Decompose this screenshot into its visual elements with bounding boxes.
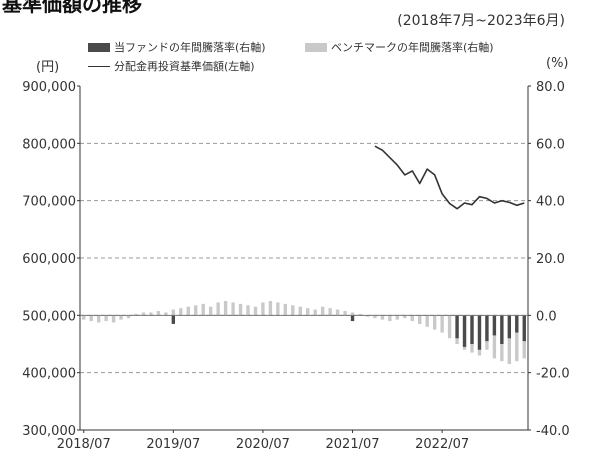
fund-bar [350,315,355,322]
right-tick-label: 60.0 [536,137,565,152]
legend-benchmark-label: ベンチマークの年間騰落率(右軸) [331,41,494,54]
right-tick-label: 0.0 [536,309,557,324]
benchmark-bar [134,313,138,316]
benchmark-bar [201,303,205,316]
benchmark-bar [343,311,347,316]
benchmark-bar [507,315,512,365]
legend-fund: 当ファンドの年間騰落率(右軸) [88,39,266,55]
left-tick-label: 300,000 [22,424,76,439]
legend-benchmark: ベンチマークの年間騰落率(右軸) [305,39,494,55]
fund-bar [492,315,497,336]
benchmark-bar [388,315,392,322]
benchmark-bar [283,303,288,316]
left-axis-unit: (円) [36,60,60,75]
benchmark-bar [320,306,325,316]
x-tick-label: 2022/07 [415,437,469,452]
right-tick-label: 40.0 [536,195,565,210]
benchmark-bar [268,301,273,316]
benchmark-bar [380,315,385,320]
right-tick-label: -40.0 [536,424,570,439]
fund-bar [500,315,504,344]
left-tick-label: 400,000 [22,367,76,382]
benchmark-bar [96,315,101,323]
benchmark-bar [238,303,243,316]
benchmark-bar [365,315,370,317]
benchmark-bar [223,301,228,316]
fund-bar [462,315,467,347]
fund-bar [171,315,176,324]
benchmark-bar [208,306,213,316]
benchmark-bar [425,315,429,327]
left-tick-label: 800,000 [22,137,76,152]
benchmark-bar [156,311,161,316]
benchmark-bar [515,315,519,362]
legend-benchmark-swatch [305,42,327,52]
benchmark-bar [403,315,407,319]
benchmark-bar [298,306,302,316]
right-axis-unit: (%) [546,56,569,71]
fund-bar [522,315,526,342]
benchmark-bar [141,312,146,316]
right-tick-label: 20.0 [536,252,565,267]
fund-bar [507,315,512,339]
fund-bar [515,315,519,333]
x-tick-label: 2021/07 [326,437,380,452]
fund-bar [455,315,459,339]
legend-nav-line [88,65,110,67]
benchmark-bar [194,305,198,316]
benchmark-bar [358,313,362,316]
nav-line [374,145,525,210]
left-tick-label: 700,000 [22,195,76,210]
chart-heading: 基準価額の推移 [2,0,142,16]
left-tick-label: 900,000 [22,80,76,95]
benchmark-bar [313,309,317,316]
benchmark-bar [350,312,355,316]
x-tick-label: 2019/07 [146,437,200,452]
fund-bar [470,315,474,344]
legend-fund-label: 当ファンドの年間騰落率(右軸) [114,41,266,54]
benchmark-bar [246,305,250,316]
x-tick-label: 2020/07 [236,437,290,452]
legend-fund-swatch [88,42,110,52]
benchmark-bar [179,308,183,316]
left-tick-label: 500,000 [22,309,76,324]
benchmark-bar [492,315,497,359]
legend-nav-label: 分配金再投資基準価額(左軸) [114,60,255,73]
benchmark-bar [126,315,131,319]
benchmark-bar [253,306,258,316]
benchmark-bar [231,302,235,316]
legend-nav: 分配金再投資基準価額(左軸) [88,58,255,74]
fund-bar [477,315,482,350]
benchmark-bar [216,302,220,316]
benchmark-bar [440,315,444,333]
benchmark-bar [119,315,123,320]
benchmark-bar [111,315,116,323]
benchmark-bar [447,315,452,339]
benchmark-bar [373,315,377,319]
benchmark-bar [276,302,280,316]
period-label: (2018年7月~2023年6月) [397,13,565,29]
x-tick-label: 2018/07 [57,437,111,452]
right-tick-label: 80.0 [536,80,565,95]
fund-bar [485,315,489,342]
right-tick-label: -20.0 [536,367,570,382]
benchmark-bar [335,309,340,316]
benchmark-bar [395,315,400,320]
benchmark-bar [164,312,168,316]
benchmark-bar [186,306,190,316]
left-tick-label: 600,000 [22,252,76,267]
benchmark-bar [261,302,265,316]
benchmark-bar [306,308,310,316]
benchmark-bar [291,305,295,316]
benchmark-bar [171,309,176,316]
benchmark-bar [410,315,414,322]
benchmark-bar [82,315,86,320]
benchmark-bar [418,315,422,324]
benchmark-bar [328,308,332,316]
benchmark-bar [89,315,93,322]
benchmark-bar [104,315,108,322]
benchmark-bar [149,312,153,316]
benchmark-bar [432,315,437,330]
